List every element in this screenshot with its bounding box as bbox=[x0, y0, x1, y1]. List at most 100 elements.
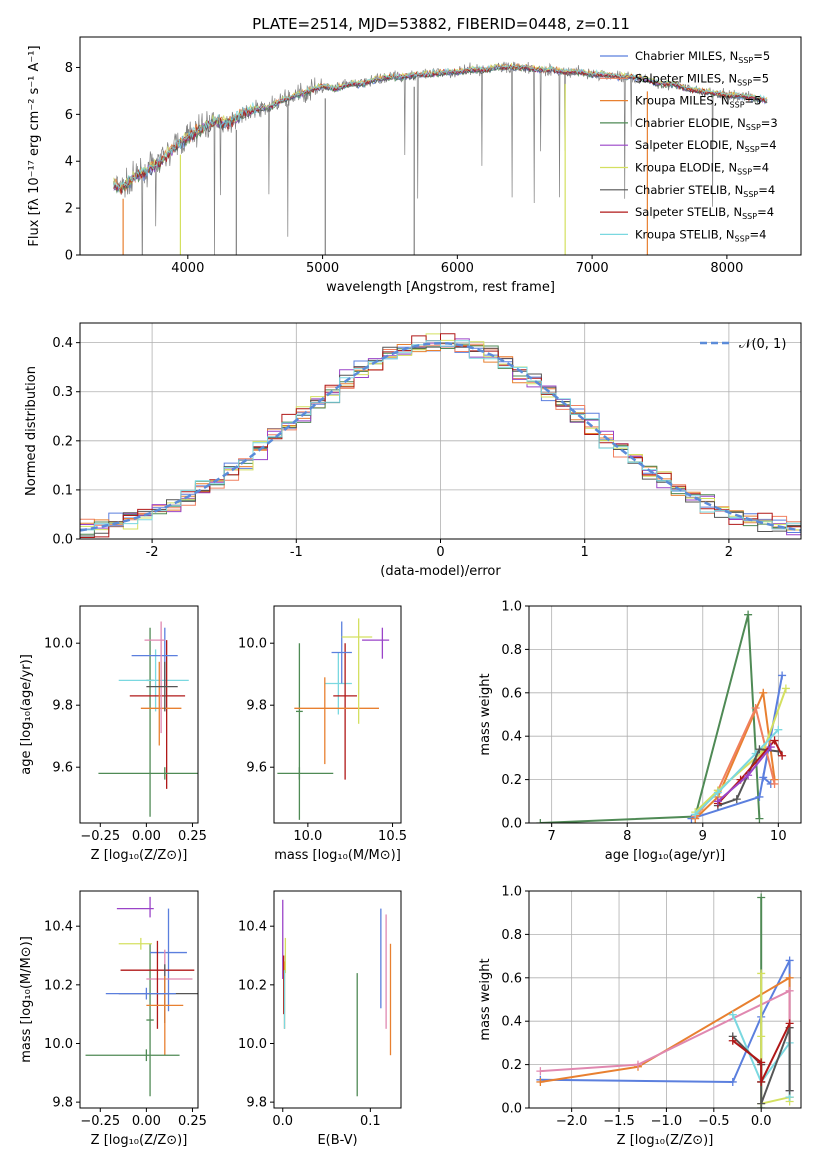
x-tick-label: 1 bbox=[581, 545, 589, 560]
y-tick-label: 10.4 bbox=[238, 920, 267, 935]
errorbar-point bbox=[331, 621, 352, 684]
axes: 4000 5000 6000 7000 8000 0 2 4 6 8 wavelength [Ang… bbox=[27, 36, 802, 295]
x-axis-label: E(B-V) bbox=[317, 1133, 357, 1148]
axes: −2.0 −1.5 −1.0 −0.5 0.0 0.0 0.2 0.4 0.6 0.8 1.0 Z [… bbox=[478, 885, 802, 1148]
model-line-8 bbox=[113, 64, 768, 190]
panel-residuals: -2 -1 0 1 2 0.0 0.1 0.2 0.3 0.4 (data-model)/error… bbox=[24, 322, 802, 579]
x-tick-label: 10 bbox=[770, 829, 787, 844]
weight-marker bbox=[691, 810, 700, 819]
weight-marker bbox=[751, 703, 760, 712]
y-tick-label: 2 bbox=[65, 202, 73, 217]
axes: 7 8 9 10 0.0 0.2 0.4 0.6 0.8 1.0 age [log₁₀(age/yr… bbox=[478, 600, 802, 863]
errorbar-point bbox=[146, 943, 154, 1097]
axes: −0.25 0.00 0.25 9.8 10.0 10.2 10.4 Z [log₁₀(Z/Z… bbox=[19, 890, 207, 1148]
axes: -2 -1 0 1 2 0.0 0.1 0.2 0.3 0.4 (data-model)/error… bbox=[24, 322, 802, 579]
weight-marker bbox=[770, 736, 779, 745]
x-axis-label: Z [log₁₀(Z/Z⊙)] bbox=[91, 1133, 188, 1148]
y-axis-label: mass weight bbox=[478, 673, 493, 755]
axes-frame bbox=[528, 605, 802, 824]
weight-marker bbox=[785, 956, 794, 965]
legend-entry-1: Salpeter MILES, NSSP=5 bbox=[635, 71, 769, 87]
panel-age-vs-mass: 10.0 10.5 9.6 9.8 10.0 mass [log₁₀(M/M⊙)] bbox=[238, 605, 407, 863]
x-tick-label: -2 bbox=[146, 545, 159, 560]
weight-marker bbox=[728, 1077, 737, 1086]
errorbar-point bbox=[146, 949, 193, 1023]
weight-marker bbox=[766, 743, 775, 752]
y-tick-label: 10.4 bbox=[44, 920, 73, 935]
panel-spectrum: 4000 5000 6000 7000 8000 0 2 4 6 8 wavelength [Ang… bbox=[27, 36, 802, 295]
errorbar-point bbox=[129, 640, 186, 789]
weight-line-1 bbox=[540, 959, 791, 1091]
y-tick-label: 10.0 bbox=[238, 1037, 267, 1052]
y-tick-label: 9.8 bbox=[246, 1096, 267, 1111]
y-tick-label: 0.2 bbox=[501, 1058, 522, 1073]
y-tick-label: 0.8 bbox=[501, 643, 522, 658]
y-tick-label: 9.6 bbox=[52, 761, 73, 776]
axes: 10.0 10.5 9.6 9.8 10.0 mass [log₁₀(M/M⊙)] bbox=[238, 605, 407, 863]
x-tick-label: 0.0 bbox=[272, 1114, 293, 1129]
weight-marker bbox=[785, 986, 794, 995]
y-tick-label: 1.0 bbox=[501, 600, 522, 615]
x-tick-label: 10.5 bbox=[378, 829, 407, 844]
axes-frame bbox=[79, 322, 802, 540]
x-axis-label: mass [log₁₀(M/M⊙)] bbox=[274, 848, 401, 863]
y-tick-label: 0.4 bbox=[501, 1015, 522, 1030]
y-tick-label: 9.8 bbox=[52, 699, 73, 714]
weight-marker bbox=[757, 893, 766, 902]
errorbar-point bbox=[85, 1049, 180, 1062]
legend-entry-0: Chabrier MILES, NSSP=5 bbox=[635, 49, 770, 65]
weight-marker bbox=[536, 1067, 545, 1076]
y-tick-label: 0 bbox=[65, 249, 73, 264]
weight-marker bbox=[759, 773, 768, 782]
weight-marker bbox=[757, 1077, 766, 1086]
legend-entry-6: Chabrier STELIB, NSSP=4 bbox=[635, 183, 775, 199]
y-tick-label: 10.2 bbox=[44, 978, 73, 993]
legend-entry-2: Kroupa MILES, NSSP=5 bbox=[635, 94, 761, 110]
errorbar-point bbox=[146, 976, 184, 1056]
x-tick-label: −0.25 bbox=[80, 1114, 120, 1129]
x-tick-label: -1 bbox=[290, 545, 303, 560]
weight-marker bbox=[785, 1019, 794, 1028]
panels-group: 4000 5000 6000 7000 8000 0 2 4 6 8 wavelength [Ang… bbox=[19, 36, 802, 1148]
weight-line-7 bbox=[732, 1022, 791, 1083]
y-tick-label: 0.0 bbox=[501, 1102, 522, 1117]
chart-marks bbox=[113, 61, 768, 255]
weight-marker bbox=[778, 751, 787, 760]
weight-marker bbox=[781, 684, 790, 693]
errorbar-point bbox=[333, 643, 357, 780]
y-tick-label: 4 bbox=[65, 155, 73, 170]
panel-mass-vs-Z: −0.25 0.00 0.25 9.8 10.0 10.2 10.4 Z [log₁₀(Z/Z… bbox=[19, 890, 207, 1148]
weight-marker bbox=[774, 725, 783, 734]
weight-marker bbox=[757, 1032, 766, 1041]
x-tick-label: −0.25 bbox=[80, 829, 120, 844]
x-tick-label: 0.25 bbox=[178, 1114, 207, 1129]
x-tick-label: −0.5 bbox=[698, 1114, 730, 1129]
chart-marks bbox=[80, 333, 801, 539]
y-tick-label: 0.6 bbox=[501, 971, 522, 986]
y-tick-label: 0.0 bbox=[501, 817, 522, 832]
x-tick-label: 9 bbox=[699, 829, 707, 844]
chart-marks bbox=[536, 893, 794, 1108]
y-axis-label: age [log₁₀(age/yr)] bbox=[19, 654, 34, 775]
x-tick-label: 0.25 bbox=[178, 829, 207, 844]
legend-entry-8: Kroupa STELIB, NSSP=4 bbox=[635, 227, 766, 243]
errorbar-point bbox=[146, 661, 178, 712]
errorbar-point bbox=[362, 627, 390, 659]
x-tick-label: 4000 bbox=[171, 261, 204, 276]
weight-marker bbox=[778, 671, 787, 680]
x-tick-label: −1.5 bbox=[603, 1114, 635, 1129]
axes-frame bbox=[79, 36, 802, 256]
errorbar-point bbox=[296, 643, 303, 820]
panel-mass-vs-EBV: 0.0 0.1 9.8 10.0 10.2 10.4 E(B-V) bbox=[238, 890, 402, 1148]
y-tick-label: 0.8 bbox=[501, 928, 522, 943]
axes: 0.0 0.1 9.8 10.0 10.2 10.4 E(B-V) bbox=[238, 890, 402, 1148]
axes: −0.25 0.00 0.25 9.6 9.8 10.0 Z [log₁₀(Z/Z⊙)] ag… bbox=[19, 605, 207, 863]
weight-marker bbox=[744, 610, 753, 619]
errorbar-point bbox=[131, 627, 178, 687]
chart-marks bbox=[98, 621, 198, 817]
x-tick-label: 0.00 bbox=[132, 829, 161, 844]
weight-marker bbox=[785, 1086, 794, 1095]
x-tick-label: 8000 bbox=[710, 261, 743, 276]
axes-frame bbox=[273, 605, 402, 824]
